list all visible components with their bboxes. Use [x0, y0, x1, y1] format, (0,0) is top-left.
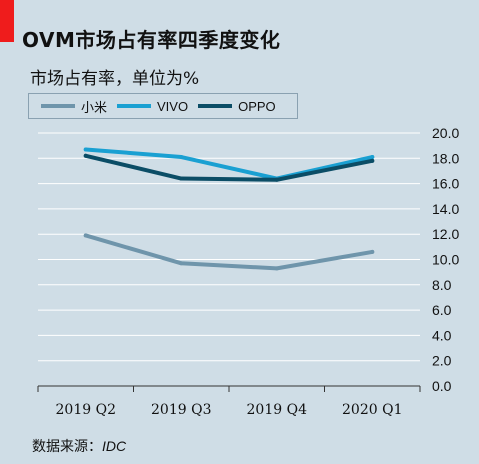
y-tick-label: 6.0	[432, 302, 452, 318]
data-point	[83, 147, 88, 152]
x-tick-label: 2019 Q3	[151, 402, 211, 418]
legend-label-oppo: OPPO	[238, 98, 276, 114]
y-tick-label: 0.0	[432, 378, 452, 394]
data-point	[370, 158, 375, 163]
chart-subtitle: 市场占有率，单位为%	[30, 69, 200, 89]
y-tick-label: 2.0	[432, 353, 452, 369]
x-tick-label: 2020 Q1	[342, 402, 402, 418]
data-point	[83, 153, 88, 158]
chart-title: OVM市场占有率四季度变化	[22, 28, 281, 52]
legend-swatch-oppo	[198, 104, 233, 108]
legend-label-vivo: VIVO	[157, 98, 189, 114]
y-tick-label: 16.0	[432, 176, 459, 192]
y-tick-label: 10.0	[432, 252, 459, 268]
y-tick-label: 18.0	[432, 150, 459, 166]
y-tick-label: 14.0	[432, 201, 459, 217]
series-line-2	[83, 153, 375, 182]
legend-swatch-vivo	[117, 104, 152, 108]
x-tick-label: 2019 Q2	[56, 402, 116, 418]
source-label: 数据来源：	[32, 439, 102, 455]
y-tick-label: 20.0	[432, 125, 459, 141]
data-point	[179, 261, 184, 266]
series-line-1	[83, 147, 375, 181]
series-line-0	[83, 233, 375, 271]
legend-label-xiaomi: 小米	[81, 99, 108, 115]
y-tick-label: 8.0	[432, 277, 452, 293]
title-accent-bar	[0, 0, 14, 42]
data-point	[179, 176, 184, 181]
legend-item-xiaomi: 小米	[41, 97, 107, 116]
legend-swatch-xiaomi	[41, 104, 75, 108]
source-org: IDC	[102, 438, 127, 454]
chart-legend: 小米 VIVO OPPO	[28, 93, 298, 119]
data-point	[370, 249, 375, 254]
y-tick-label: 4.0	[432, 327, 452, 343]
data-point	[274, 177, 279, 182]
x-tick-label: 2019 Q4	[247, 402, 308, 418]
y-tick-label: 12.0	[432, 226, 459, 242]
data-point	[274, 266, 279, 271]
data-point	[370, 155, 375, 160]
data-point	[83, 233, 88, 238]
legend-item-oppo: OPPO	[198, 99, 276, 114]
data-point	[179, 155, 184, 160]
legend-item-vivo: VIVO	[117, 99, 188, 114]
source-note: 数据来源：IDC	[32, 436, 126, 456]
